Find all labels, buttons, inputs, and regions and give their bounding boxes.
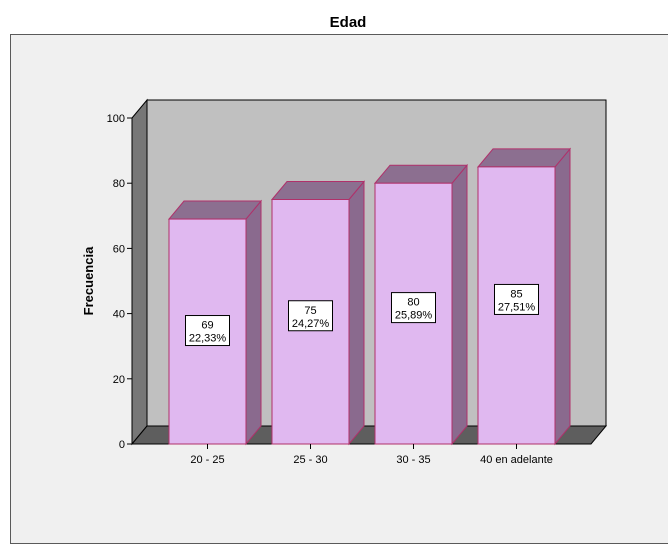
data-label-value: 85 — [510, 288, 522, 300]
data-label-box — [185, 315, 230, 347]
bar-top — [270, 181, 366, 200]
chart-title: Edad — [329, 14, 367, 31]
data-label-box — [494, 283, 539, 315]
bar-top — [167, 200, 263, 220]
bar-side — [348, 180, 365, 446]
bar-side — [245, 199, 262, 446]
y-axis-label: Frecuencia — [81, 246, 96, 315]
bar-top — [476, 148, 572, 168]
y-tick-label: 20 — [113, 374, 125, 386]
data-label-percent: 22,33% — [189, 333, 227, 345]
side-wall — [131, 98, 148, 446]
data-label-box — [288, 300, 333, 332]
bar-side — [554, 147, 571, 446]
x-tick-label: 20 - 25 — [190, 454, 224, 466]
data-label-value: 80 — [407, 297, 419, 309]
data-label-percent: 27,51% — [498, 301, 536, 313]
data-label-percent: 25,89% — [395, 310, 433, 322]
y-tick-label: 80 — [113, 178, 125, 190]
bar-side — [451, 163, 468, 446]
y-tick-label: 40 — [113, 309, 125, 321]
data-label-value: 75 — [304, 305, 316, 317]
x-tick-label: 40 en adelante — [480, 454, 553, 466]
x-tick-label: 25 - 30 — [293, 454, 327, 466]
y-tick-label: 100 — [107, 113, 125, 125]
y-tick-label: 0 — [119, 439, 125, 451]
data-label-value: 69 — [201, 320, 213, 332]
bar-top — [373, 164, 469, 184]
y-tick-label: 60 — [113, 243, 125, 255]
data-label-box — [391, 292, 436, 324]
data-label-percent: 24,27% — [292, 318, 330, 330]
x-tick-label: 30 - 35 — [396, 454, 430, 466]
